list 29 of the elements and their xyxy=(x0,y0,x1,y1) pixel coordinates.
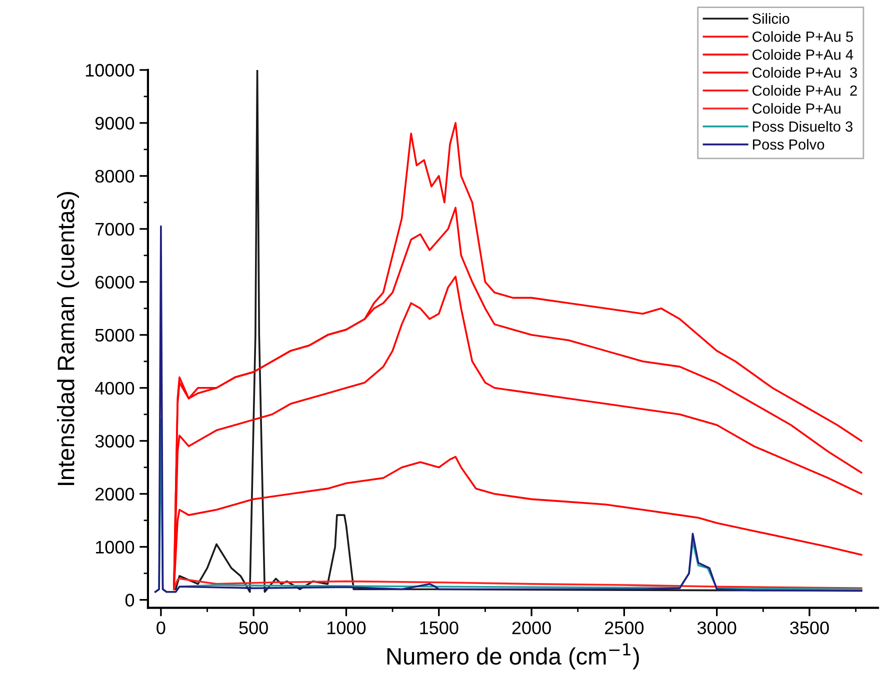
x-tick-label: 3500 xyxy=(790,621,829,634)
x-tick-label: 2000 xyxy=(512,621,551,634)
y-tick-label: 5000 xyxy=(95,328,134,342)
legend-label: Coloide P+Au 4 xyxy=(752,49,854,60)
y-tick-label: 8000 xyxy=(95,170,134,183)
y-tick-label: 6000 xyxy=(96,276,134,289)
x-tick-label: 500 xyxy=(239,621,268,634)
x-tick-label: 2500 xyxy=(605,621,644,634)
legend-label: Coloide P+Au xyxy=(752,103,840,114)
x-tick-label: 0 xyxy=(156,621,166,634)
legend-label: Coloide P+Au 2 xyxy=(752,85,857,96)
y-tick-label: 3000 xyxy=(95,434,134,448)
y-tick-label: 7000 xyxy=(96,222,134,236)
x-tick-label: 1000 xyxy=(328,621,366,634)
legend-label: Poss Disuelto 3 xyxy=(753,120,852,132)
legend-label: Coloide P+Au 3 xyxy=(752,67,857,78)
x-axis-title: Numero de onda (cm$^{−1}$) xyxy=(387,643,639,670)
x-tick-label: 3000 xyxy=(697,621,736,634)
legend-label: Poss Polvo xyxy=(753,138,824,150)
y-tick-label: 4000 xyxy=(95,382,134,395)
x-tick-label: 1500 xyxy=(420,621,458,634)
y-tick-label: 0 xyxy=(125,594,134,607)
y-tick-label: 1000 xyxy=(96,540,134,554)
y-tick-label: 2000 xyxy=(96,488,134,501)
y-tick-label: 10000 xyxy=(86,64,134,77)
y-axis-title: Intensidad Raman (cuentas) xyxy=(57,192,79,485)
y-tick-label: 9000 xyxy=(95,116,134,130)
legend-label: Silicio xyxy=(752,13,790,24)
legend-label: Coloide P+Au 5 xyxy=(752,31,853,42)
